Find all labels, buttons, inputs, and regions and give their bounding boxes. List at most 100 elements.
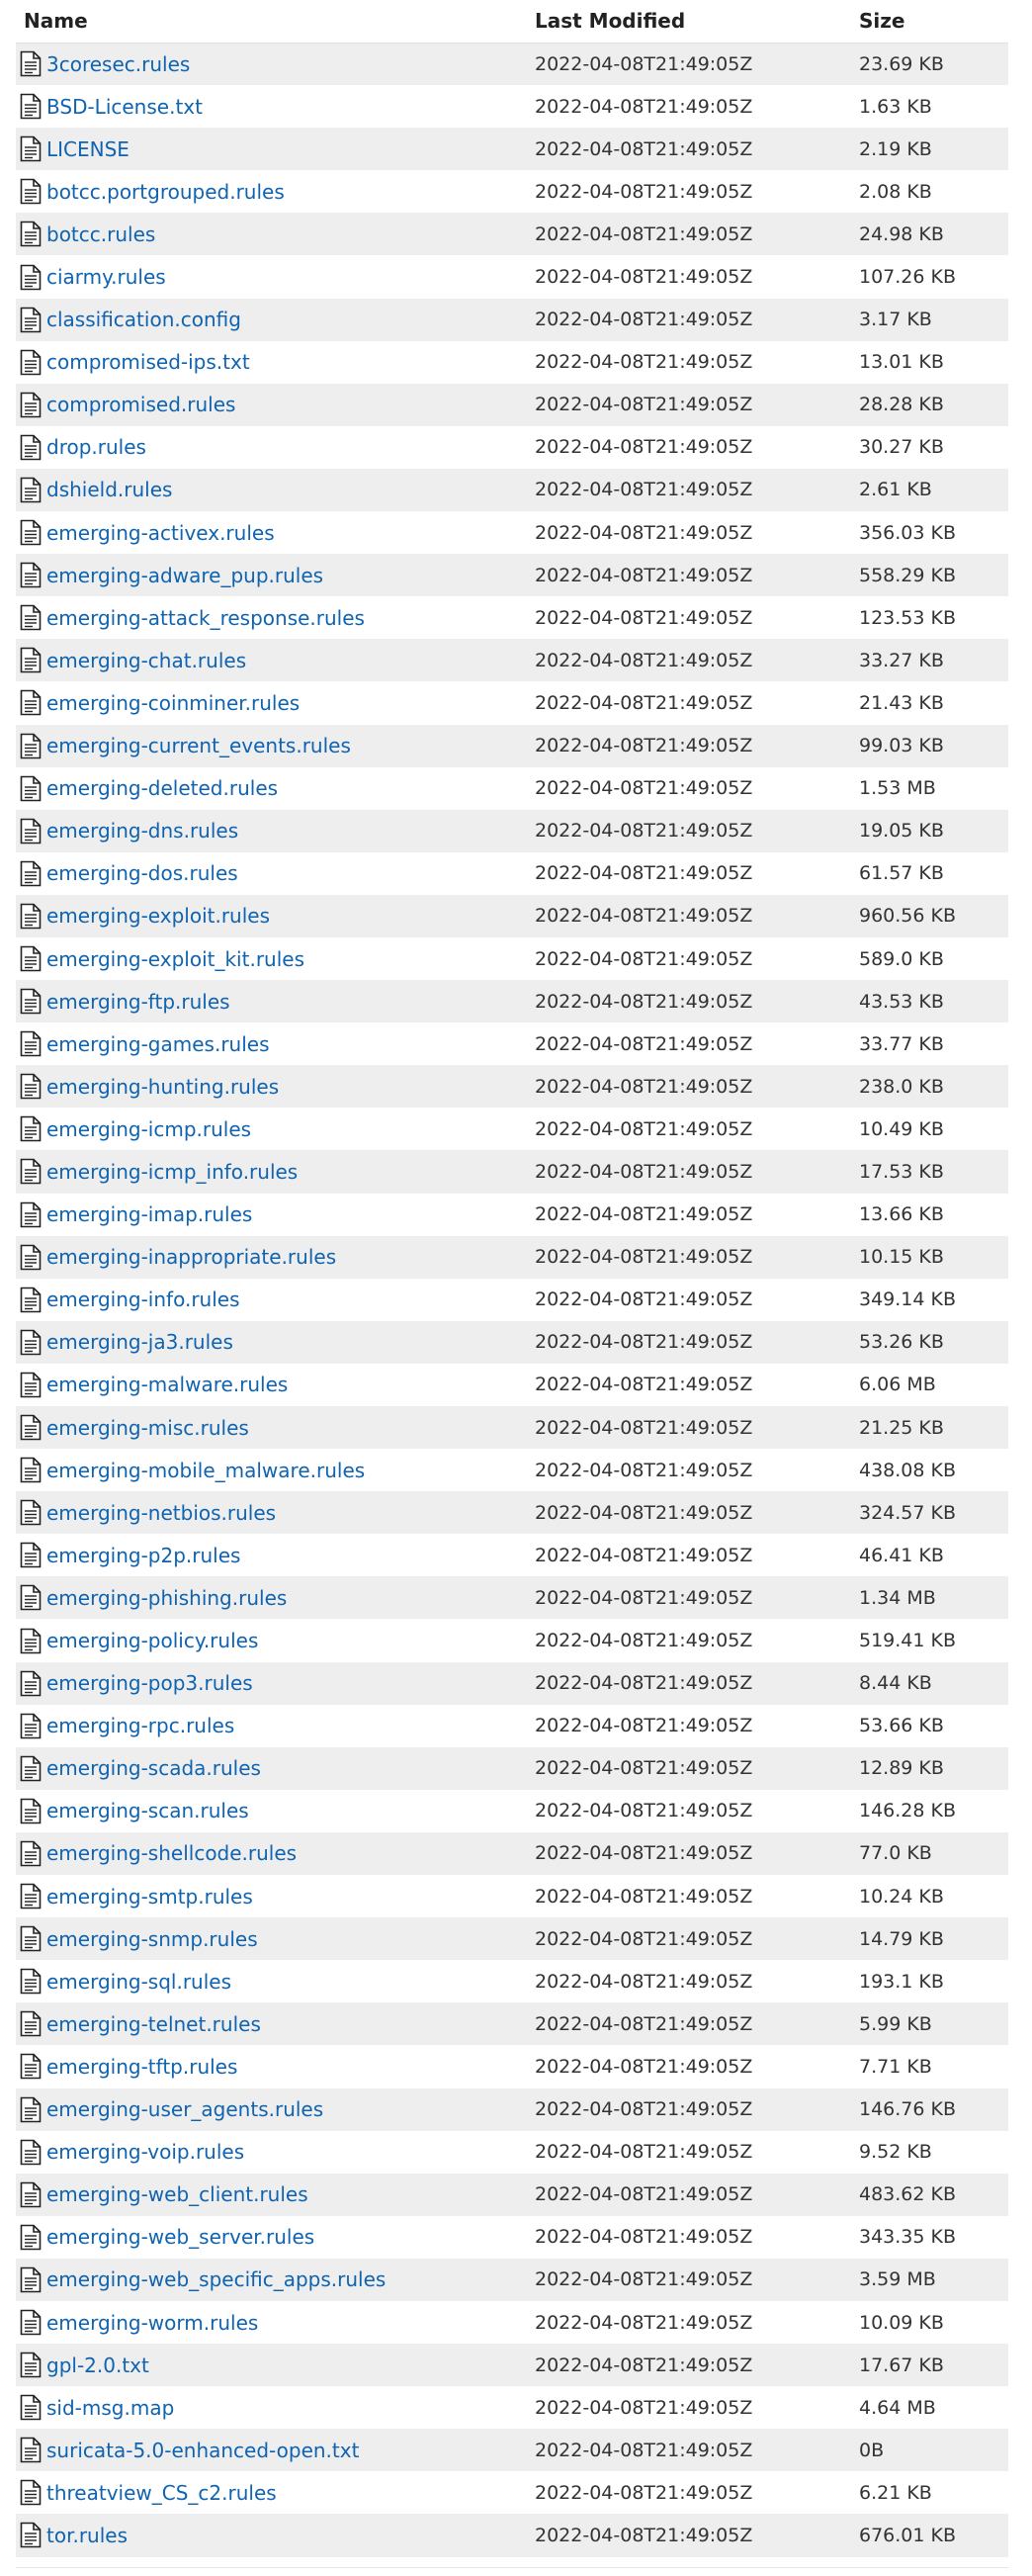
- column-header-name[interactable]: Name: [16, 0, 535, 44]
- file-link[interactable]: emerging-exploit.rules: [46, 904, 271, 929]
- file-document-icon[interactable]: [20, 988, 42, 1015]
- file-document-icon[interactable]: [20, 1499, 42, 1526]
- file-link[interactable]: emerging-tftp.rules: [46, 2054, 238, 2079]
- file-document-icon[interactable]: [20, 860, 42, 887]
- file-document-icon[interactable]: [20, 903, 42, 930]
- file-document-icon[interactable]: [20, 2522, 42, 2548]
- file-document-icon[interactable]: [20, 2224, 42, 2251]
- file-link[interactable]: emerging-scada.rules: [46, 1756, 261, 1781]
- file-document-icon[interactable]: [20, 1201, 42, 1228]
- file-document-icon[interactable]: [20, 1925, 42, 1952]
- file-document-icon[interactable]: [20, 434, 42, 461]
- file-document-icon[interactable]: [20, 604, 42, 631]
- file-link[interactable]: classification.config: [46, 308, 241, 332]
- file-document-icon[interactable]: [20, 2309, 42, 2336]
- file-document-icon[interactable]: [20, 1584, 42, 1611]
- file-document-icon[interactable]: [20, 2394, 42, 2421]
- file-link[interactable]: emerging-user_agents.rules: [46, 2097, 324, 2122]
- file-document-icon[interactable]: [20, 945, 42, 972]
- file-document-icon[interactable]: [20, 1115, 42, 1142]
- file-document-icon[interactable]: [20, 2352, 42, 2378]
- file-link[interactable]: emerging-telnet.rules: [46, 2011, 261, 2036]
- file-link[interactable]: tor.rules: [46, 2523, 129, 2547]
- file-link[interactable]: sid-msg.map: [46, 2395, 175, 2420]
- file-document-icon[interactable]: [20, 307, 42, 333]
- file-link[interactable]: emerging-icmp_info.rules: [46, 1159, 299, 1184]
- file-document-icon[interactable]: [20, 1372, 42, 1398]
- file-document-icon[interactable]: [20, 2266, 42, 2293]
- file-link[interactable]: gpl-2.0.txt: [46, 2353, 149, 2377]
- file-document-icon[interactable]: [20, 562, 42, 588]
- file-document-icon[interactable]: [20, 178, 42, 205]
- file-document-icon[interactable]: [20, 1883, 42, 1910]
- file-link[interactable]: emerging-pop3.rules: [46, 1671, 253, 1696]
- file-document-icon[interactable]: [20, 2437, 42, 2463]
- file-link[interactable]: emerging-deleted.rules: [46, 776, 279, 801]
- file-document-icon[interactable]: [20, 264, 42, 291]
- file-link[interactable]: emerging-chat.rules: [46, 648, 247, 672]
- file-link[interactable]: emerging-phishing.rules: [46, 1585, 288, 1610]
- file-link[interactable]: emerging-adware_pup.rules: [46, 563, 324, 587]
- file-link[interactable]: emerging-ftp.rules: [46, 989, 230, 1014]
- file-document-icon[interactable]: [20, 1329, 42, 1356]
- file-link[interactable]: emerging-netbios.rules: [46, 1500, 277, 1525]
- file-document-icon[interactable]: [20, 1755, 42, 1782]
- file-link[interactable]: compromised.rules: [46, 393, 236, 417]
- file-document-icon[interactable]: [20, 1073, 42, 1100]
- file-link[interactable]: emerging-imap.rules: [46, 1202, 253, 1227]
- file-document-icon[interactable]: [20, 1414, 42, 1441]
- file-link[interactable]: emerging-scan.rules: [46, 1799, 249, 1823]
- file-link[interactable]: dshield.rules: [46, 478, 173, 502]
- file-link[interactable]: emerging-dns.rules: [46, 819, 239, 844]
- file-link[interactable]: emerging-mobile_malware.rules: [46, 1458, 366, 1482]
- file-link[interactable]: BSD-License.txt: [46, 94, 203, 119]
- file-document-icon[interactable]: [20, 93, 42, 120]
- file-document-icon[interactable]: [20, 2139, 42, 2166]
- file-link[interactable]: emerging-ja3.rules: [46, 1330, 233, 1355]
- file-document-icon[interactable]: [20, 50, 42, 77]
- file-link[interactable]: emerging-exploit_kit.rules: [46, 946, 304, 971]
- file-document-icon[interactable]: [20, 1244, 42, 1271]
- file-document-icon[interactable]: [20, 775, 42, 802]
- file-link[interactable]: emerging-shellcode.rules: [46, 1841, 298, 1866]
- file-document-icon[interactable]: [20, 1030, 42, 1057]
- file-document-icon[interactable]: [20, 647, 42, 673]
- file-link[interactable]: emerging-info.rules: [46, 1288, 240, 1312]
- file-document-icon[interactable]: [20, 221, 42, 247]
- file-document-icon[interactable]: [20, 1287, 42, 1313]
- file-document-icon[interactable]: [20, 733, 42, 759]
- file-link[interactable]: suricata-5.0-enhanced-open.txt: [46, 2438, 360, 2462]
- file-link[interactable]: emerging-sql.rules: [46, 1969, 232, 1994]
- file-link[interactable]: emerging-misc.rules: [46, 1415, 249, 1440]
- file-link[interactable]: emerging-coinminer.rules: [46, 690, 301, 715]
- file-link[interactable]: emerging-web_client.rules: [46, 2182, 308, 2207]
- file-document-icon[interactable]: [20, 1670, 42, 1697]
- file-link[interactable]: botcc.portgrouped.rules: [46, 179, 285, 204]
- file-link[interactable]: emerging-activex.rules: [46, 520, 275, 545]
- file-document-icon[interactable]: [20, 1840, 42, 1867]
- file-link[interactable]: emerging-p2p.rules: [46, 1543, 241, 1567]
- column-header-last-modified[interactable]: Last Modified: [535, 0, 859, 44]
- file-link[interactable]: drop.rules: [46, 435, 146, 460]
- file-link[interactable]: 3coresec.rules: [46, 51, 191, 76]
- file-document-icon[interactable]: [20, 1457, 42, 1483]
- file-document-icon[interactable]: [20, 2053, 42, 2080]
- column-header-size[interactable]: Size: [859, 0, 1008, 44]
- file-link[interactable]: emerging-icmp.rules: [46, 1116, 252, 1141]
- file-document-icon[interactable]: [20, 818, 42, 844]
- file-document-icon[interactable]: [20, 1968, 42, 1995]
- file-document-icon[interactable]: [20, 1798, 42, 1824]
- file-document-icon[interactable]: [20, 2010, 42, 2037]
- file-link[interactable]: compromised-ips.txt: [46, 350, 250, 375]
- file-document-icon[interactable]: [20, 1158, 42, 1185]
- file-document-icon[interactable]: [20, 2479, 42, 2506]
- file-document-icon[interactable]: [20, 1628, 42, 1654]
- file-link[interactable]: emerging-web_specific_apps.rules: [46, 2267, 387, 2292]
- file-link[interactable]: emerging-rpc.rules: [46, 1714, 235, 1738]
- file-link[interactable]: LICENSE: [46, 136, 129, 161]
- file-link[interactable]: emerging-worm.rules: [46, 2310, 259, 2335]
- file-document-icon[interactable]: [20, 349, 42, 376]
- file-link[interactable]: emerging-smtp.rules: [46, 1884, 253, 1909]
- file-link[interactable]: emerging-voip.rules: [46, 2140, 245, 2165]
- file-link[interactable]: emerging-policy.rules: [46, 1629, 259, 1653]
